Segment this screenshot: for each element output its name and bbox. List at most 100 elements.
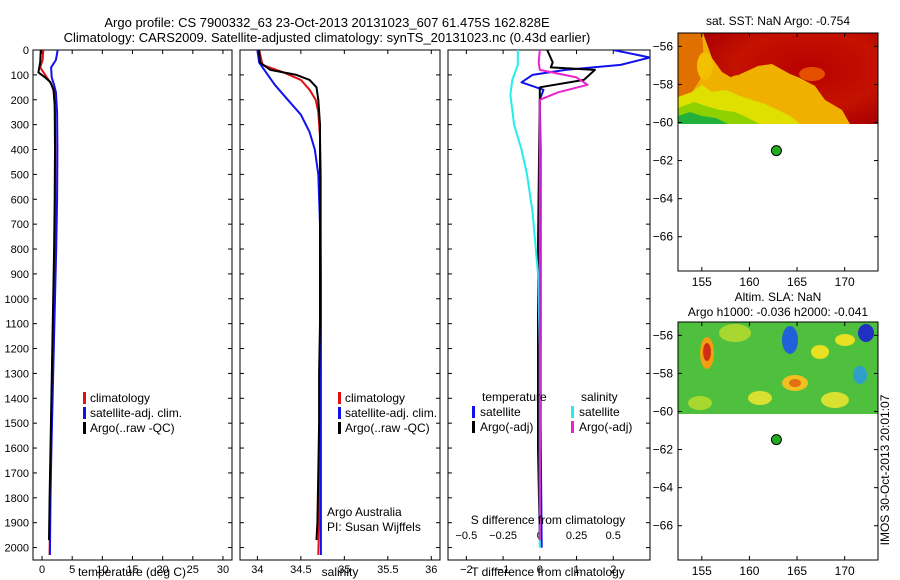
series-line-1: [537, 50, 596, 541]
y-tick-label: 500: [11, 169, 29, 181]
difference-y-ticks: [448, 49, 650, 549]
x-tick-label: 35: [338, 564, 350, 576]
y-tick-label: 300: [11, 120, 29, 132]
y-tick-label: 1300: [5, 368, 29, 380]
sst-field-patch-2: [697, 52, 713, 80]
map-y-tick-label: −56: [653, 39, 674, 53]
y-tick-label: 1100: [5, 319, 29, 331]
y-tick-label: 200: [11, 95, 29, 107]
legend-swatch: [83, 407, 86, 419]
sst-map-frame: [677, 32, 879, 272]
y-tick-label: 600: [11, 194, 29, 206]
legend-swatch: [338, 407, 341, 419]
sla-heatmap: [678, 322, 878, 414]
salinity-axes-box: [239, 49, 441, 561]
map-y-tick-label: −66: [653, 230, 674, 244]
series-line-2: [258, 50, 321, 541]
legend-label: satellite: [480, 405, 521, 419]
legend-swatch: [571, 406, 574, 418]
x-tick-label: 20: [157, 564, 169, 576]
y-tick-label: 1500: [5, 418, 29, 430]
sst-map-panel: sat. SST: NaN Argo: -0.754 155 160 165 170 −…: [653, 14, 879, 289]
x-tick-label: 2: [610, 564, 616, 576]
legend-label: Argo(-adj): [579, 420, 632, 434]
x2-tick-label: −0.5: [456, 530, 478, 542]
y-tick-label: 1400: [5, 393, 29, 405]
series-line-1: [48, 50, 59, 556]
map-y-tick-label: −60: [653, 115, 674, 129]
legend-label: Argo(-adj): [480, 420, 533, 434]
map-y-tick-label: −56: [653, 328, 674, 342]
difference-xlabel: T difference from climatology: [471, 565, 625, 579]
map-y-tick-label: −62: [653, 154, 674, 168]
x-tick-label: 0: [537, 564, 543, 576]
legend-label: satellite: [579, 405, 620, 419]
y-tick-label: 400: [11, 145, 29, 157]
salinity-x-ticks: 34 34.5 35 35.5 36: [251, 50, 437, 576]
map-y-tick-label: −60: [653, 404, 674, 418]
salinity-annotation-line1: Argo Australia: [327, 505, 402, 519]
sla-blob-6: [835, 334, 855, 346]
x-tick-label: 5: [69, 564, 75, 576]
y-tick-label: 100: [11, 70, 29, 82]
legend-swatch: [571, 421, 574, 433]
temperature-series: [37, 50, 59, 556]
x-tick-label: 0: [39, 564, 45, 576]
sst-map-float-marker: [770, 145, 782, 157]
imos-timestamp: IMOS 30-Oct-2013 20:01:07: [878, 394, 892, 545]
sla-blob-13: [853, 366, 867, 384]
sla-blob-5: [811, 345, 829, 359]
difference-x2label: S difference from climatology: [471, 513, 626, 527]
sla-map-ticks: 155 160 165 170 −56 −58 −60 −62 −64 −66: [653, 322, 878, 578]
map-x-tick-label: 170: [835, 275, 855, 289]
legend-swatch: [338, 392, 341, 404]
temperature-y-ticks: 0 100 200 300 400 500 600 700 800 900 1000 1100 1200…: [5, 45, 232, 555]
legend-label: climatology: [345, 391, 405, 405]
legend-swatch: [338, 422, 341, 434]
sla-map-frame: [677, 321, 879, 561]
sla-blob-10: [748, 391, 772, 405]
x-tick-label: 15: [126, 564, 138, 576]
sla-blob-7: [858, 324, 874, 342]
figure-title-line1: Argo profile: CS 7900332_63 23-Oct-2013 …: [104, 15, 550, 30]
y-tick-label: 800: [11, 244, 29, 256]
x2-tick-label: 0.5: [606, 530, 621, 542]
x-tick-label: 34: [251, 564, 263, 576]
x-tick-label: −1: [497, 564, 510, 576]
y-tick-label: 1800: [5, 493, 29, 505]
legend-swatch: [472, 421, 475, 433]
temperature-xlabel: temperature (deg C): [78, 565, 186, 579]
temperature-x-ticks: 0 5 10 15 20 25 30: [39, 50, 229, 576]
y-tick-label: 0: [23, 45, 29, 57]
sla-blob-11: [821, 392, 849, 408]
map-y-tick-label: −58: [653, 366, 674, 380]
y-tick-label: 1900: [5, 518, 29, 530]
legend-label: climatology: [90, 391, 150, 405]
sla-map-float-marker: [770, 434, 782, 446]
sst-heatmap: [678, 33, 878, 124]
sla-blob-12: [688, 396, 712, 410]
legend-swatch: [83, 392, 86, 404]
sst-field-green: [678, 112, 728, 124]
map-x-tick-label: 165: [787, 275, 807, 289]
sla-map-title-line2: Argo h1000: -0.036 h2000: -0.041: [688, 305, 868, 319]
temperature-panel: 0100200300400500600700800900100011001200…: [5, 45, 233, 579]
figure-title-line2: Climatology: CARS2009. Satellite-adjuste…: [64, 30, 591, 45]
series-line-3: [537, 50, 589, 541]
legend-label: satellite-adj. clim.: [90, 406, 182, 420]
legend-label: Argo(..raw -QC): [90, 421, 175, 435]
y-tick-label: 2000: [5, 543, 29, 555]
sla-blob-4: [782, 326, 798, 354]
sla-map-panel: Altim. SLA: NaN Argo h1000: -0.036 h2000…: [653, 290, 879, 578]
difference-s-ticks: −0.5 −0.25 0 0.25 0.5: [456, 530, 621, 542]
legend-swatch: [83, 422, 86, 434]
difference-x-ticks: −2 −1 0 1 2: [460, 50, 616, 576]
difference-legend-header-temperature: temperature: [482, 390, 547, 404]
x-tick-label: 30: [217, 564, 229, 576]
difference-axes-box: [447, 49, 651, 561]
map-x-tick-label: 160: [739, 564, 759, 578]
